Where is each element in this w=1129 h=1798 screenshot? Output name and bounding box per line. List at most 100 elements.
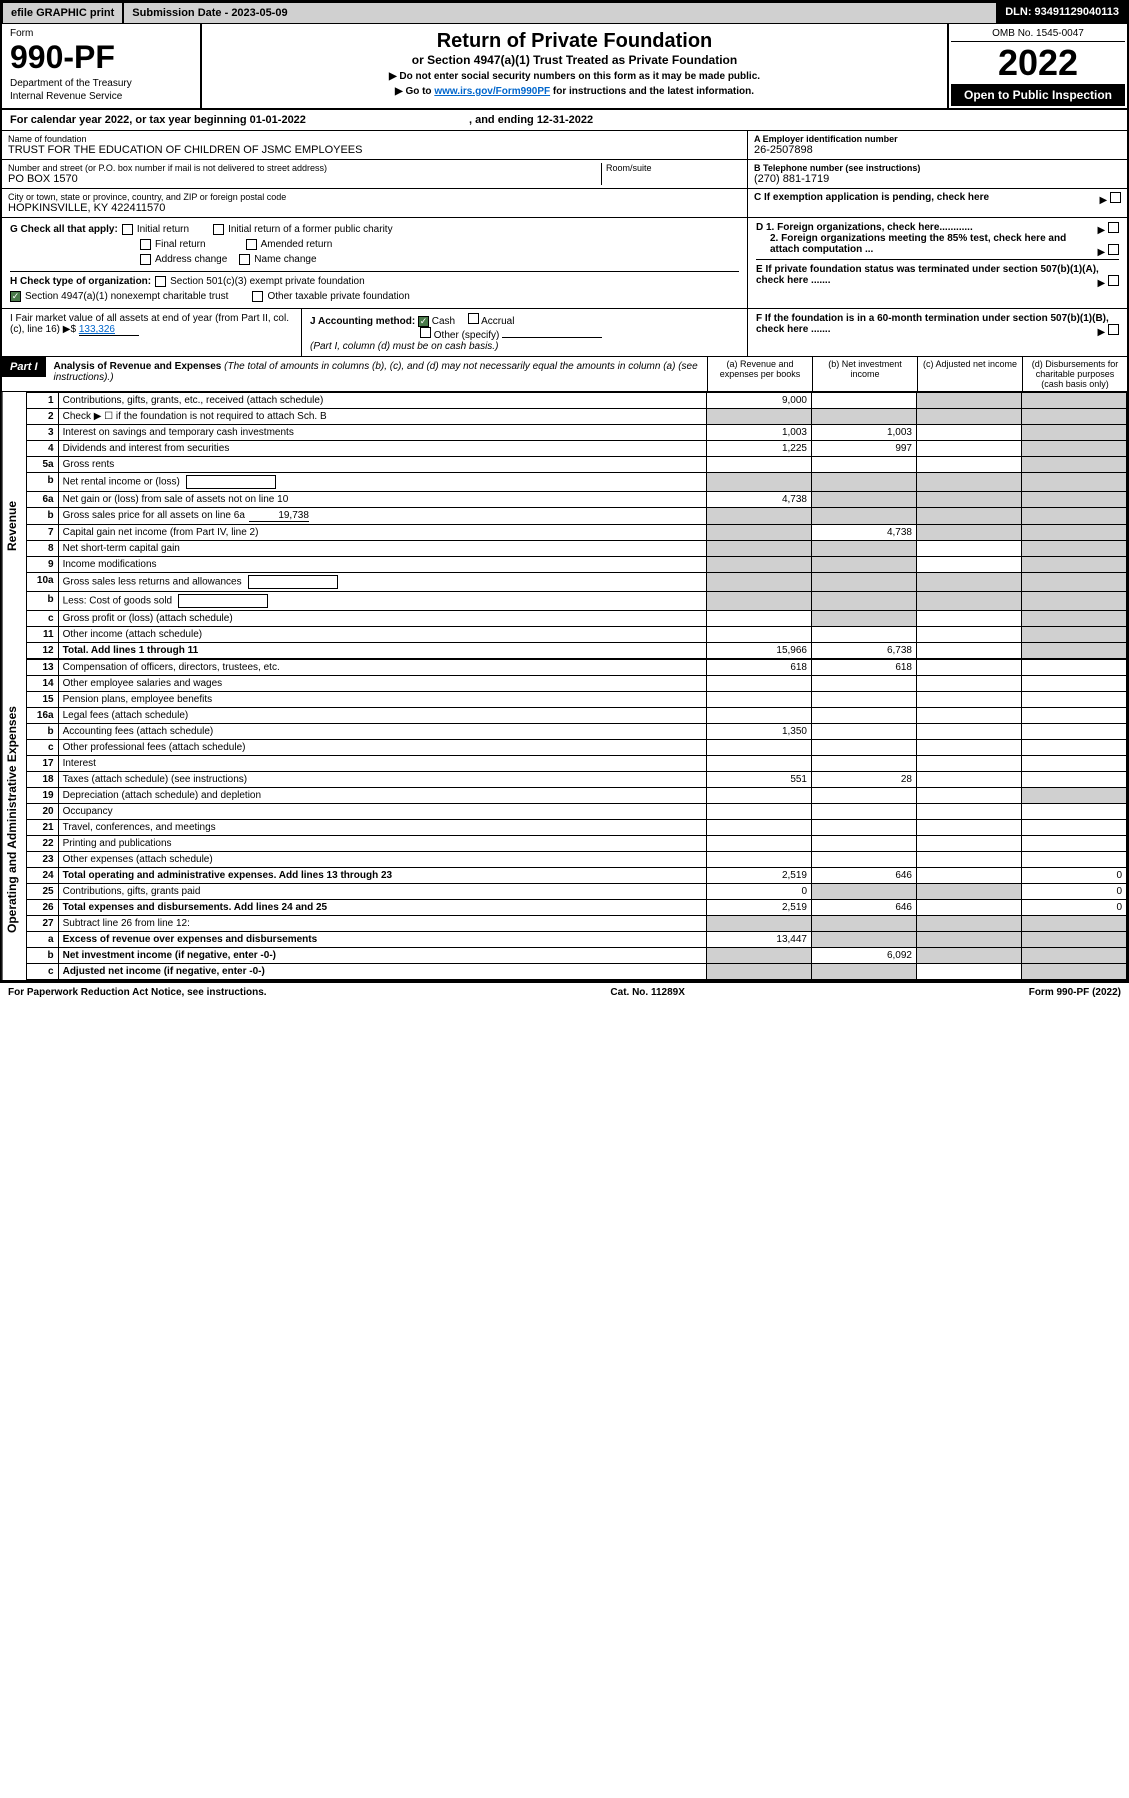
checks-grid: G Check all that apply: Initial return I… <box>2 218 1127 309</box>
j-cell: J Accounting method: ✓ Cash Accrual Othe… <box>302 309 747 356</box>
cell-b: 28 <box>812 772 917 788</box>
table-row: 27Subtract line 26 from line 12: <box>26 916 1126 932</box>
line-number: 9 <box>26 557 58 573</box>
line-desc: Total operating and administrative expen… <box>58 868 706 884</box>
cell-d <box>1022 592 1127 611</box>
cell-a <box>707 508 812 525</box>
cell-c <box>917 756 1022 772</box>
checkbox-f[interactable] <box>1108 324 1119 335</box>
line-number: 2 <box>26 409 58 425</box>
irs-link[interactable]: www.irs.gov/Form990PF <box>434 86 550 97</box>
checkbox-other-tax[interactable] <box>252 291 263 302</box>
cell-b: 646 <box>812 868 917 884</box>
cell-a: 551 <box>707 772 812 788</box>
cell-a <box>707 611 812 627</box>
cell-d <box>1022 508 1127 525</box>
line-number: 27 <box>26 916 58 932</box>
checkbox-amended[interactable] <box>246 239 257 250</box>
cell-b <box>812 508 917 525</box>
checkbox-501c3[interactable] <box>155 276 166 287</box>
line-number: c <box>26 964 58 980</box>
line-desc: Excess of revenue over expenses and disb… <box>58 932 706 948</box>
cell-b <box>812 457 917 473</box>
cell-a <box>707 541 812 557</box>
line-number: 10a <box>26 573 58 592</box>
table-row: 25Contributions, gifts, grants paid00 <box>26 884 1126 900</box>
line-desc: Check ▶ ☐ if the foundation is not requi… <box>58 409 706 425</box>
checkbox-final[interactable] <box>140 239 151 250</box>
table-row: 10aGross sales less returns and allowanc… <box>26 573 1126 592</box>
checkbox-name[interactable] <box>239 254 250 265</box>
cell-d <box>1022 627 1127 643</box>
cell-a <box>707 525 812 541</box>
cell-d <box>1022 409 1127 425</box>
cell-b <box>812 611 917 627</box>
cell-a <box>707 573 812 592</box>
cell-a <box>707 964 812 980</box>
cell-b <box>812 473 917 492</box>
irs-label: Internal Revenue Service <box>10 91 192 102</box>
cell-b: 997 <box>812 441 917 457</box>
checkbox-e[interactable] <box>1108 275 1119 286</box>
line-desc: Less: Cost of goods sold <box>58 592 706 611</box>
checkbox-accrual[interactable] <box>468 313 479 324</box>
checkbox-c[interactable] <box>1110 192 1121 203</box>
cell-a: 4,738 <box>707 492 812 508</box>
cell-b: 646 <box>812 900 917 916</box>
checkbox-4947[interactable]: ✓ <box>10 291 21 302</box>
cell-d <box>1022 964 1127 980</box>
cell-b <box>812 573 917 592</box>
address-cell: Number and street (or P.O. box number if… <box>2 160 747 189</box>
cell-c <box>917 868 1022 884</box>
cell-c <box>917 627 1022 643</box>
checkbox-d1[interactable] <box>1108 222 1119 233</box>
table-row: 20Occupancy <box>26 804 1126 820</box>
line-number: 21 <box>26 820 58 836</box>
checkbox-initial[interactable] <box>122 224 133 235</box>
exemption-cell: C If exemption application is pending, c… <box>748 189 1127 206</box>
checkbox-cash[interactable]: ✓ <box>418 316 429 327</box>
cell-c <box>917 788 1022 804</box>
dln-number: DLN: 93491129040113 <box>997 2 1127 24</box>
cell-c <box>917 708 1022 724</box>
e-row: E If private foundation status was termi… <box>756 259 1119 286</box>
cell-a <box>707 676 812 692</box>
line-desc: Net short-term capital gain <box>58 541 706 557</box>
table-row: 3Interest on savings and temporary cash … <box>26 425 1126 441</box>
cell-a: 1,003 <box>707 425 812 441</box>
g-row: G Check all that apply: Initial return I… <box>10 222 739 237</box>
cell-d: 0 <box>1022 884 1127 900</box>
cell-c <box>917 409 1022 425</box>
checkbox-other-acct[interactable] <box>420 327 431 338</box>
cell-a <box>707 820 812 836</box>
tax-year: 2022 <box>951 42 1125 84</box>
page-footer: For Paperwork Reduction Act Notice, see … <box>0 982 1129 1002</box>
table-row: 17Interest <box>26 756 1126 772</box>
cell-b <box>812 756 917 772</box>
checkbox-d2[interactable] <box>1108 244 1119 255</box>
line-desc: Capital gain net income (from Part IV, l… <box>58 525 706 541</box>
entity-right: A Employer identification number 26-2507… <box>747 131 1127 217</box>
footer-mid: Cat. No. 11289X <box>610 987 684 998</box>
city-cell: City or town, state or province, country… <box>2 189 747 217</box>
line-number: b <box>26 724 58 740</box>
checkbox-address[interactable] <box>140 254 151 265</box>
table-row: bAccounting fees (attach schedule)1,350 <box>26 724 1126 740</box>
form-container: efile GRAPHIC print Submission Date - 20… <box>0 0 1129 982</box>
tel-cell: B Telephone number (see instructions) (2… <box>748 160 1127 189</box>
cell-c <box>917 393 1022 409</box>
checkbox-initial-former[interactable] <box>213 224 224 235</box>
cell-d <box>1022 836 1127 852</box>
form-header: Form 990-PF Department of the Treasury I… <box>2 24 1127 110</box>
cell-a: 2,519 <box>707 868 812 884</box>
cell-d: 0 <box>1022 868 1127 884</box>
fmv-value[interactable]: 133,326 <box>79 324 139 336</box>
line-number: 8 <box>26 541 58 557</box>
cell-d <box>1022 772 1127 788</box>
table-row: 21Travel, conferences, and meetings <box>26 820 1126 836</box>
cell-d <box>1022 948 1127 964</box>
line-number: c <box>26 611 58 627</box>
line-desc: Subtract line 26 from line 12: <box>58 916 706 932</box>
line-number: 14 <box>26 676 58 692</box>
line-desc: Gross rents <box>58 457 706 473</box>
